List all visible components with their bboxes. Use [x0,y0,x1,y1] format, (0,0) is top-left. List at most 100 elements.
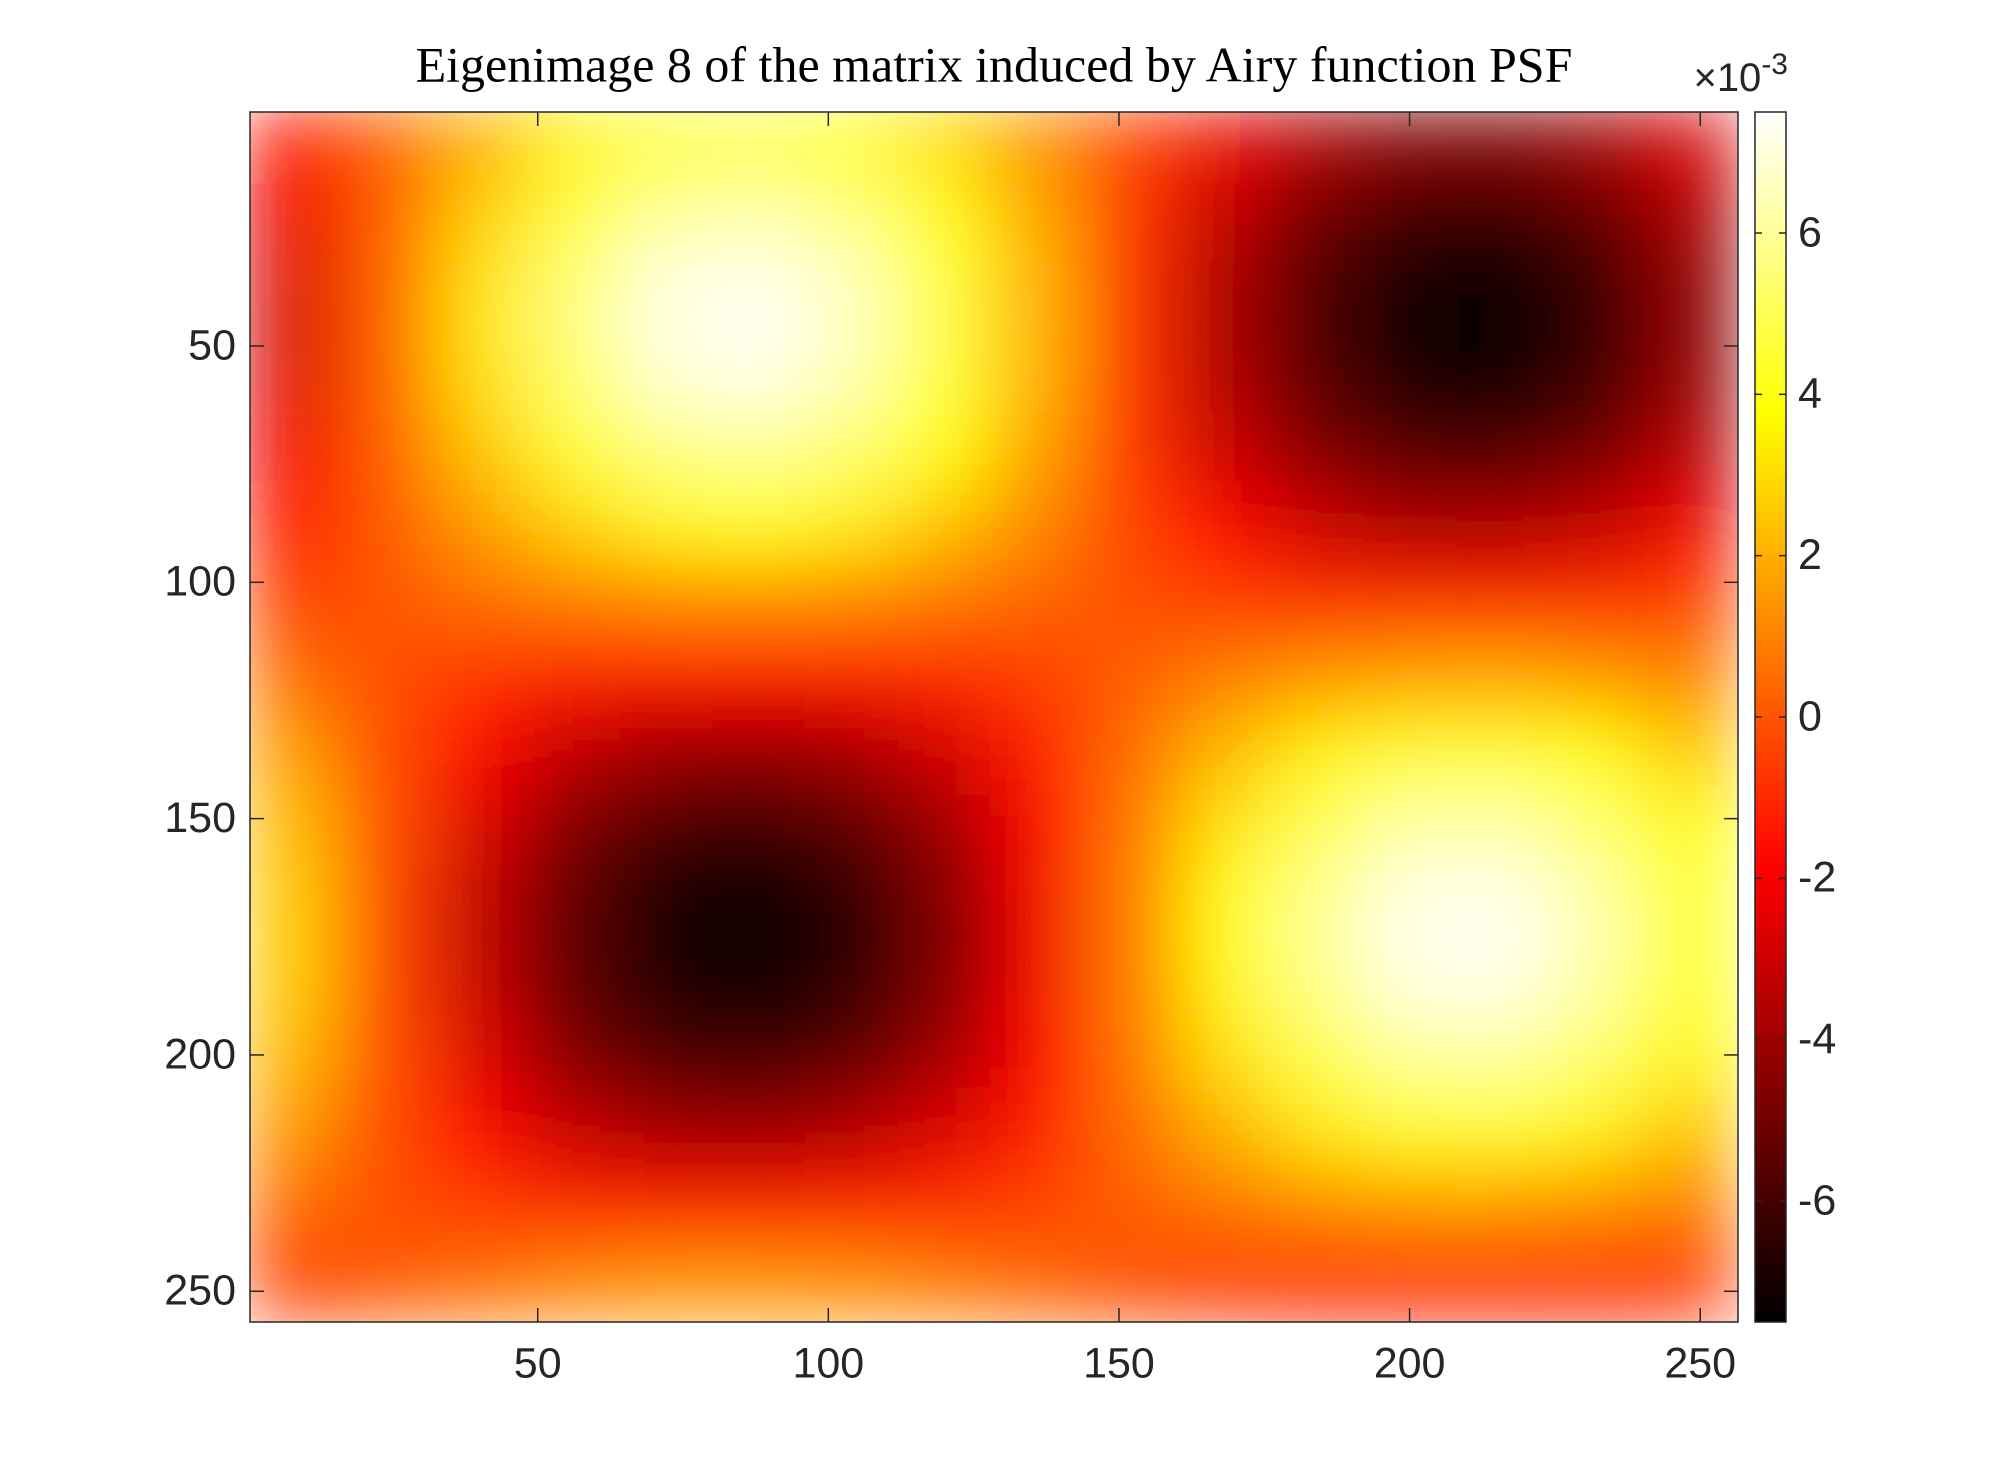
multiplier-exponent: -3 [1761,48,1788,81]
heatmap-cell [526,487,620,564]
heatmap-cell [619,412,713,489]
heatmap-cell [991,1017,1085,1094]
heatmap-cell [805,1244,899,1321]
heatmap-cell [250,790,341,867]
heatmap-cell [991,1168,1085,1245]
colorbar-tick-label: 6 [1798,208,1822,256]
heatmap-cell [1549,336,1643,413]
heatmap-cell [805,185,899,262]
heatmap-cell [340,639,434,716]
heatmap-cell [712,1092,806,1169]
heatmap-cell [433,1244,527,1321]
heatmap-cell [340,865,434,943]
heatmap-cell [1177,714,1271,791]
heatmap-cell [805,112,899,186]
heatmap-cell [1642,714,1736,791]
heatmap-cell [712,714,806,791]
heatmap-cell [250,1244,341,1321]
heatmap-cell [898,1017,992,1094]
heatmap-cell [619,941,713,1018]
heatmap-cell [433,1092,527,1169]
heatmap-cell [898,260,992,338]
heatmap-cell [898,412,992,489]
x-tick-label: 150 [1083,1339,1155,1387]
heatmap-cell [1642,412,1736,489]
heatmap-cell [1363,865,1457,943]
heatmap-cell [1084,1092,1178,1169]
heatmap-cell [1270,865,1364,943]
heatmap-cell [1642,563,1736,640]
heatmap-cell [1363,639,1457,716]
heatmap-cell [250,487,341,564]
heatmap-cell [898,790,992,867]
heatmap-cell [619,1017,713,1094]
heatmap-cell [1270,185,1364,262]
y-tick-label: 250 [164,1267,236,1315]
heatmap-cell [1084,412,1178,489]
heatmap-cell [805,1168,899,1245]
heatmap-cell [1456,336,1550,413]
heatmap-cell [991,790,1085,867]
heatmap-cell [433,112,527,186]
heatmap-cell [526,714,620,791]
heatmap-cell [340,790,434,867]
heatmap-cell [898,563,992,640]
heatmap-cell [898,487,992,564]
heatmap-cell [991,260,1085,338]
heatmap-cell [1177,1017,1271,1094]
heatmap-cell [619,185,713,262]
heatmap-cell [526,112,620,186]
heatmap-cell [1363,1244,1457,1321]
heatmap-cell [712,865,806,943]
heatmap-cell [805,865,899,943]
heatmap-cell [712,941,806,1018]
heatmap-cell [1549,1017,1643,1094]
heatmap-cell [250,563,341,640]
heatmap-cell [1084,790,1178,867]
heatmap-cell [526,260,620,338]
heatmap-cell [1549,112,1643,186]
heatmap-cell [1270,941,1364,1018]
heatmap-cell [1642,639,1736,716]
heatmap-cell [991,487,1085,564]
heatmap-cell [1177,790,1271,867]
heatmap-cell [1549,185,1643,262]
heatmap-cell [1084,563,1178,640]
heatmap-cell [526,1168,620,1245]
heatmap-cell [1177,412,1271,489]
heatmap-cell [1549,790,1643,867]
heatmap-cell [1084,1168,1178,1245]
heatmap-cell [1177,639,1271,716]
heatmap-cell [1177,865,1271,943]
heatmap-cell [340,941,434,1018]
heatmap-cell [1549,1092,1643,1169]
heatmap-cell [712,487,806,564]
heatmap-cell [1270,336,1364,413]
heatmap-cell [340,563,434,640]
heatmap-cell [1177,185,1271,262]
heatmap-cell [1642,1092,1736,1169]
heatmap-cell [1363,714,1457,791]
heatmap-cell [619,336,713,413]
heatmap-cell [1363,1092,1457,1169]
heatmap-cell [712,112,806,186]
heatmap-cell [898,639,992,716]
heatmap-cell [712,1244,806,1321]
heatmap-cell [805,790,899,867]
colorbar-tick-label: -2 [1798,854,1836,902]
heatmap-cell [250,941,341,1018]
heatmap-cell [1084,639,1178,716]
heatmap-cell [1642,336,1736,413]
heatmap-cell [1363,1017,1457,1094]
heatmap-cell [1363,487,1457,564]
heatmap-cell [433,941,527,1018]
heatmap-cell [805,1092,899,1169]
heatmap-cell [1084,260,1178,338]
heatmap-cell [1363,336,1457,413]
heatmap-cell [433,185,527,262]
heatmap-cell [991,714,1085,791]
heatmap-cell [1549,1244,1643,1321]
heatmap-cell [1549,260,1643,338]
